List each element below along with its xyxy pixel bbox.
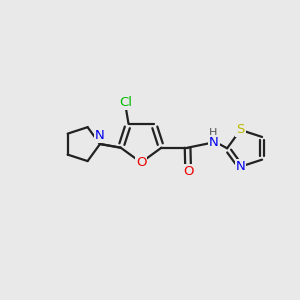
Text: H: H [209,128,217,138]
Text: N: N [209,136,219,149]
Text: S: S [236,123,245,136]
Text: Cl: Cl [119,96,132,109]
Text: O: O [183,165,194,178]
Text: O: O [136,156,146,169]
Text: N: N [236,160,245,173]
Text: N: N [95,129,105,142]
